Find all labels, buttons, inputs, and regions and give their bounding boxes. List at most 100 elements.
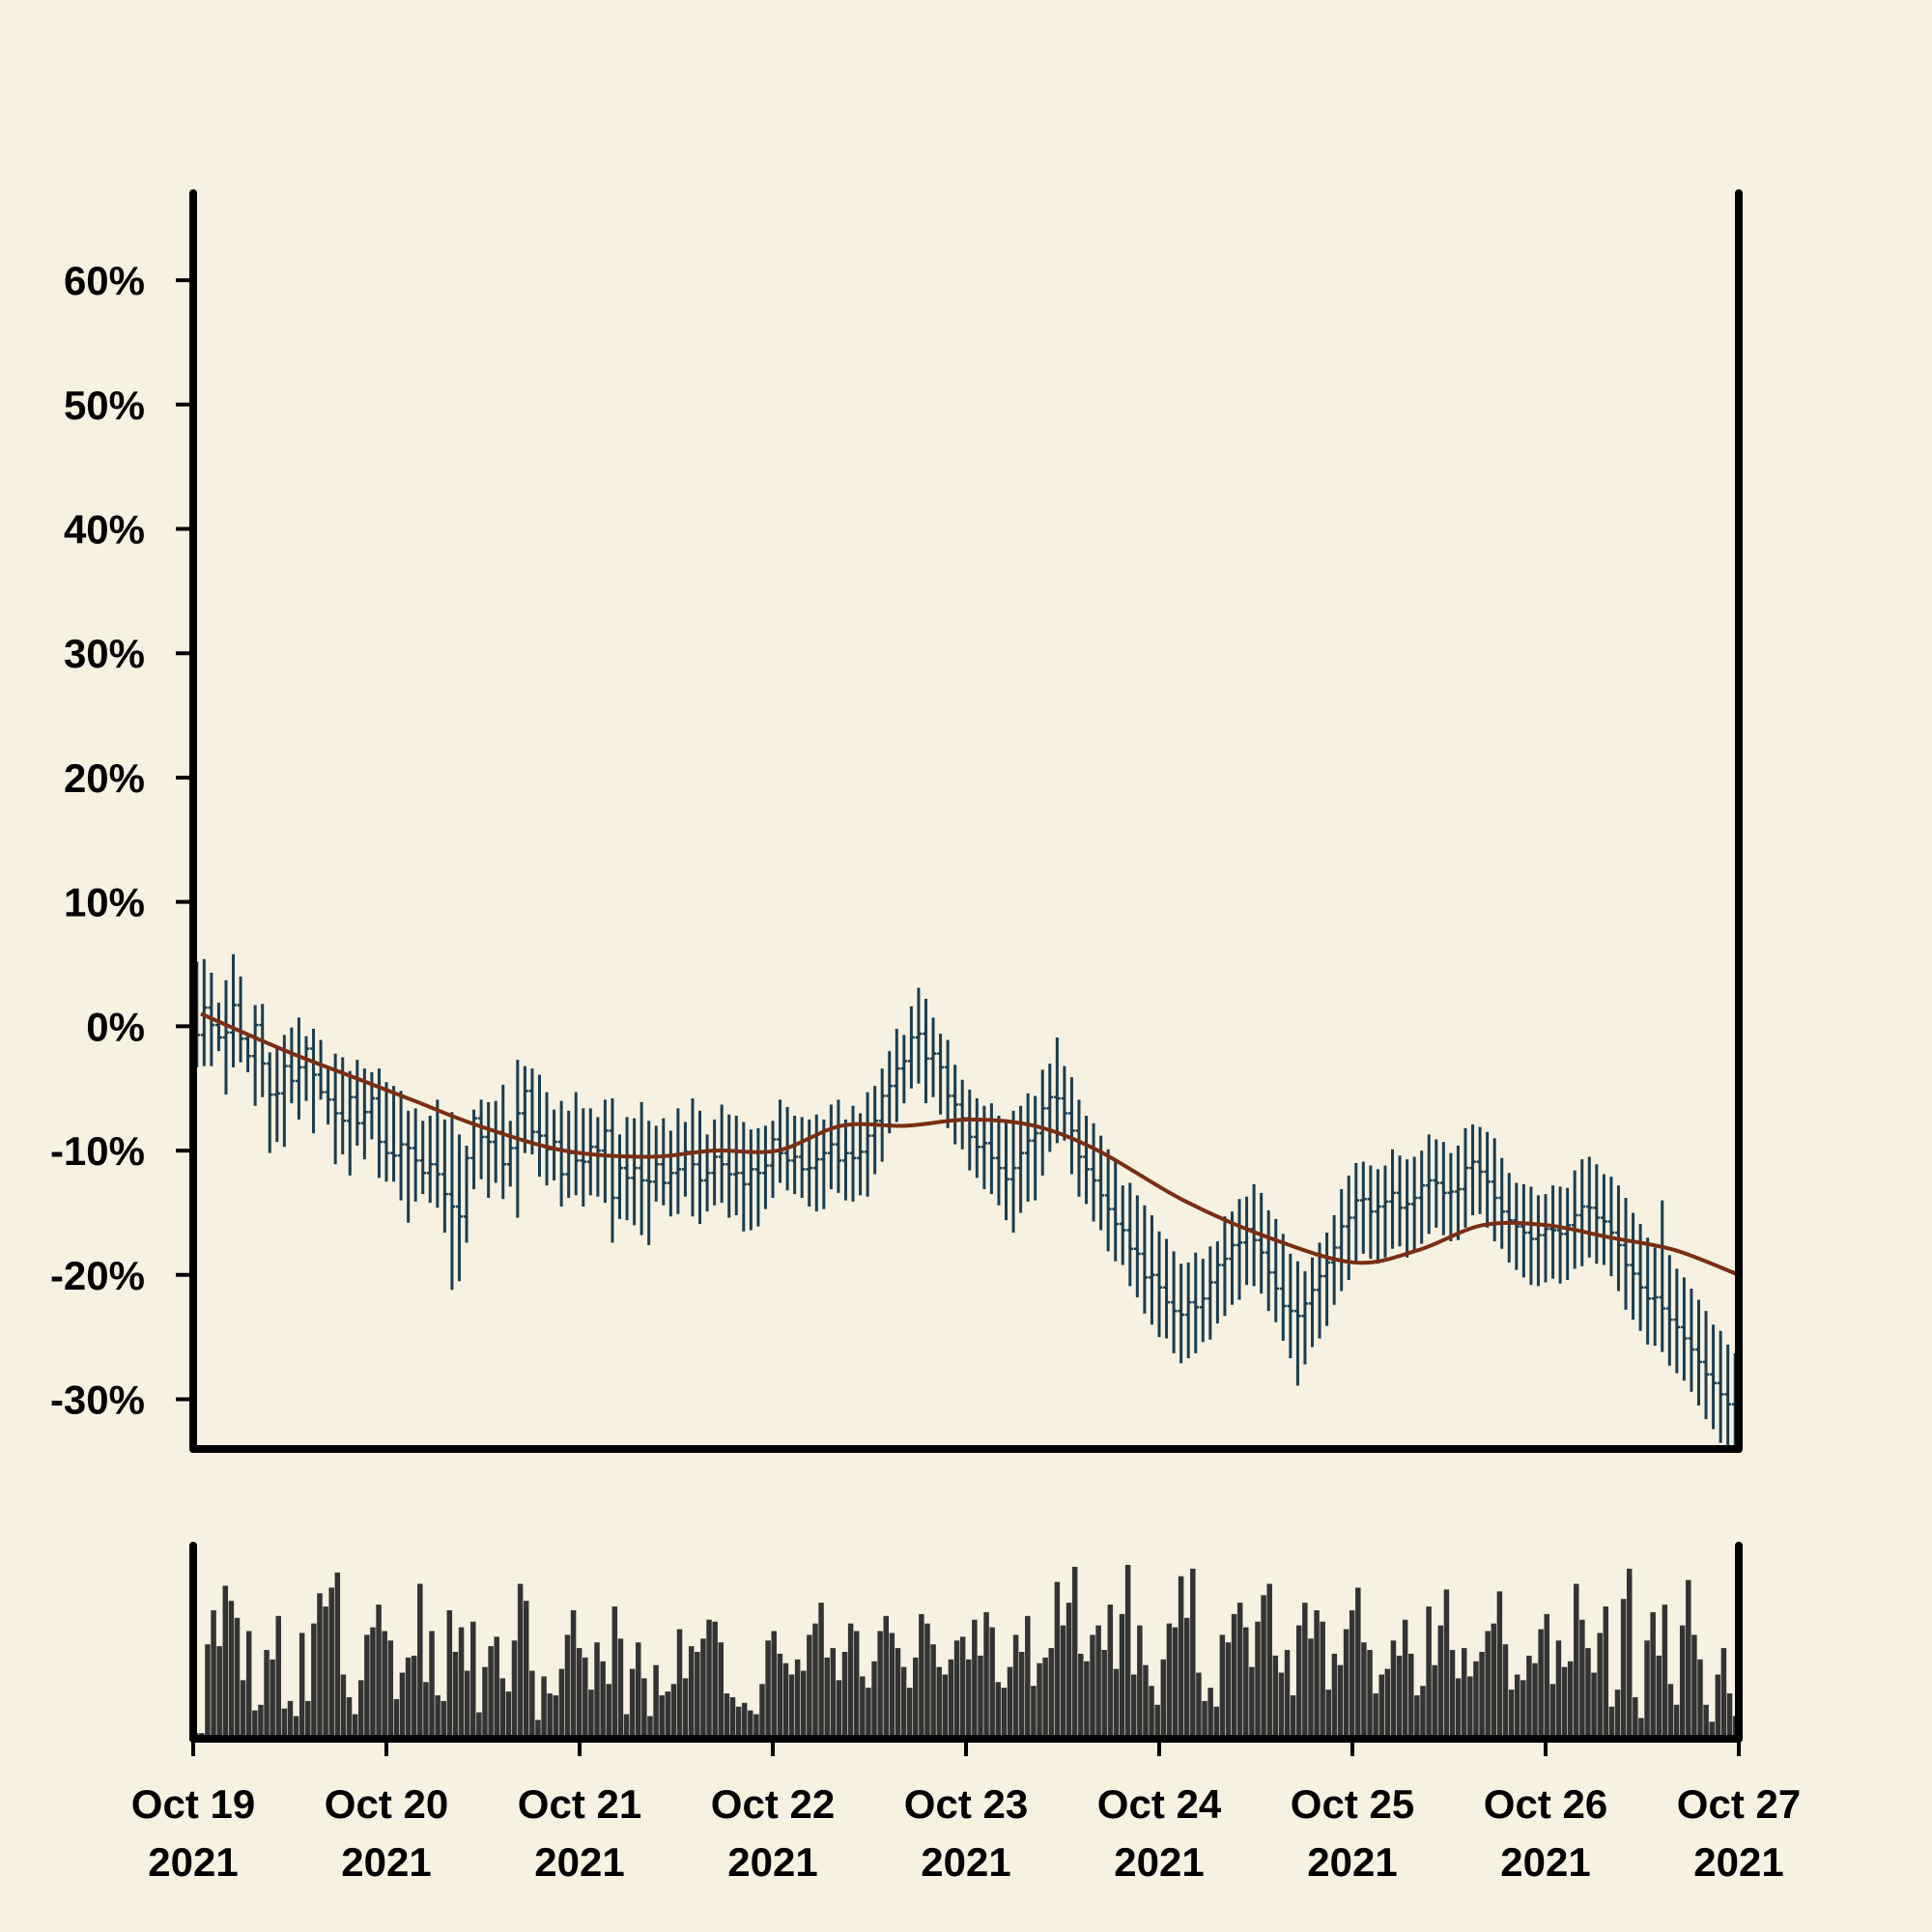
volume-bar — [323, 1606, 328, 1739]
volume-bar — [1390, 1640, 1397, 1739]
volume-bar — [1331, 1653, 1338, 1739]
ohlc-bar — [1665, 1255, 1673, 1366]
volume-bar — [1544, 1613, 1549, 1739]
ohlc-bar — [1309, 1257, 1316, 1348]
ohlc-bar — [820, 1119, 828, 1209]
volume-bar — [930, 1644, 936, 1739]
ohlc-bar — [1053, 1037, 1061, 1144]
ohlc-bar — [1600, 1174, 1607, 1265]
volume-bar — [959, 1636, 966, 1739]
volume-bar — [1520, 1680, 1526, 1739]
volume-bar — [889, 1633, 895, 1739]
volume-bar — [1567, 1661, 1574, 1739]
x-tick-label-year: 2021 — [1114, 1839, 1204, 1885]
ohlc-bar — [812, 1114, 820, 1212]
volume-bar — [1113, 1668, 1120, 1739]
ohlc-bar — [718, 1104, 725, 1204]
ohlc-bar — [1447, 1152, 1455, 1242]
x-tick-label-year: 2021 — [148, 1839, 238, 1885]
moving-average-line — [200, 1011, 1740, 1277]
ohlc-bar — [638, 1101, 645, 1236]
ohlc-bar — [864, 1092, 871, 1197]
ohlc-bar — [806, 1119, 813, 1208]
ohlc-bar — [1630, 1212, 1636, 1321]
volume-bar — [535, 1719, 541, 1739]
ohlc-bar — [1585, 1156, 1593, 1258]
ohlc-bar — [1301, 1270, 1309, 1365]
volume-bar — [794, 1659, 801, 1739]
volume-bar — [670, 1684, 677, 1739]
x-tick-label-date: Oct 26 — [1484, 1781, 1607, 1827]
ohlc-bar — [631, 1118, 638, 1226]
volume-bar — [541, 1676, 547, 1739]
volume-bar — [1496, 1591, 1503, 1739]
volume-bar — [765, 1640, 771, 1739]
volume-bar — [1461, 1648, 1467, 1739]
volume-bar — [499, 1678, 506, 1739]
x-tick-label-year: 2021 — [341, 1839, 431, 1885]
volume-bar — [777, 1653, 783, 1739]
volume-bar — [387, 1640, 394, 1739]
volume-bar — [948, 1659, 954, 1739]
ohlc-bar — [1455, 1145, 1462, 1240]
volume-bar — [547, 1693, 553, 1739]
volume-bar — [600, 1661, 606, 1739]
ohlc-bar — [463, 1145, 470, 1243]
volume-bar — [399, 1672, 406, 1739]
volume-bar — [706, 1619, 712, 1739]
volume-bar — [712, 1621, 718, 1739]
ohlc-bar — [1673, 1268, 1681, 1374]
volume-bar — [1579, 1619, 1585, 1739]
volume-bar — [317, 1593, 323, 1739]
volume-bar — [464, 1670, 470, 1739]
volume-bar — [1384, 1668, 1391, 1739]
ohlc-bar — [900, 1035, 908, 1104]
volume-bar — [617, 1638, 624, 1739]
volume-bar — [222, 1585, 229, 1739]
ohlc-bar — [711, 1119, 719, 1206]
volume-bar — [275, 1615, 281, 1739]
ohlc-bar — [434, 1099, 441, 1208]
volume-bar — [1667, 1684, 1674, 1739]
volume-bar — [978, 1655, 983, 1739]
volume-bar — [1633, 1696, 1638, 1739]
x-tick-label-date: Oct 24 — [1097, 1781, 1222, 1827]
ohlc-bar — [390, 1086, 397, 1182]
ohlc-bar — [1578, 1159, 1586, 1266]
volume-bar — [807, 1634, 812, 1739]
ohlc-bar — [1032, 1095, 1039, 1201]
x-tick-label-year: 2021 — [1500, 1839, 1590, 1885]
ohlc-bar — [1571, 1170, 1578, 1269]
volume-bar — [1190, 1568, 1196, 1739]
ohlc-bar — [448, 1112, 456, 1291]
ohlc-bar — [747, 1129, 754, 1231]
volume-bar — [382, 1631, 387, 1739]
volume-bar — [1090, 1634, 1095, 1739]
volume-bar — [995, 1682, 1002, 1739]
ohlc-bar — [397, 1091, 405, 1201]
y-tick-label: -10% — [50, 1128, 145, 1174]
ohlc-bar — [908, 1006, 915, 1089]
volume-bar — [594, 1642, 600, 1739]
volume-bar — [523, 1601, 529, 1739]
ohlc-bar — [1681, 1277, 1688, 1381]
volume-bar — [440, 1700, 446, 1739]
volume-bar — [1715, 1674, 1721, 1739]
ohlc-bar — [609, 1098, 616, 1243]
volume-bar — [1591, 1672, 1597, 1739]
ohlc-bar — [1607, 1177, 1615, 1277]
ohlc-bar — [878, 1068, 886, 1162]
volume-bar — [830, 1648, 837, 1739]
ohlc-bar — [419, 1121, 427, 1195]
volume-bar — [972, 1619, 978, 1739]
ohlc-bar — [616, 1134, 623, 1219]
ohlc-bar — [1112, 1161, 1120, 1262]
volume-bar — [511, 1640, 518, 1739]
y-tick-label: 40% — [64, 507, 145, 553]
ohlc-bar — [827, 1104, 835, 1189]
ohlc-bar — [1469, 1124, 1476, 1216]
volume-bar — [836, 1680, 842, 1739]
ohlc-bar — [1003, 1119, 1009, 1221]
volume-bar — [729, 1696, 736, 1739]
